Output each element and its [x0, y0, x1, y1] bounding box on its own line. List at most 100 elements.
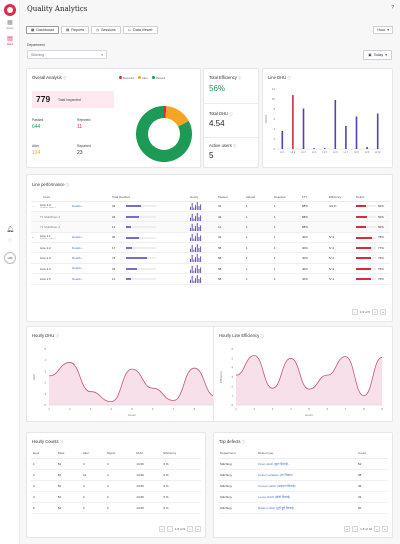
- sidebar-item-label: Maps: [6, 43, 14, 46]
- table-row[interactable]: − Line 1.0 Sawbow Gaps 1 Details › 42 41 1 1 88%…: [31, 201, 390, 212]
- next-page-button[interactable]: ›: [187, 526, 193, 532]
- details-link[interactable]: Details ›: [72, 245, 83, 250]
- chevron-down-icon: ▾: [101, 52, 103, 57]
- help-icon[interactable]: ?: [391, 5, 394, 11]
- tab-dashboard[interactable]: ▦ Dashboard: [26, 26, 59, 34]
- department-select[interactable]: Stitching ▾: [27, 50, 107, 59]
- info-icon: ⓘ: [238, 76, 242, 80]
- table-cell[interactable]: Colour variation (रंग भिन्नता): [256, 469, 356, 481]
- x-tick-label: Lit 8: [354, 151, 359, 154]
- next-page-button[interactable]: ›: [374, 526, 380, 532]
- table-row[interactable]: Line 1.4 Details › 32 58 1 1 40% 5/ 4 76%: [31, 263, 390, 275]
- last-page-button[interactable]: »: [382, 526, 388, 532]
- prev-page-button[interactable]: ‹: [351, 309, 358, 315]
- table-row[interactable]: Line 1.3 Details › 73 58 1 1 40% 5/ 4 76%: [31, 252, 390, 264]
- defect-cell: 50%: [355, 201, 390, 212]
- table-row[interactable]: Stitching Colour variation (रंग भिन्नता) 3…: [218, 469, 388, 481]
- total-inspected-label: Total Inspected: [58, 98, 81, 102]
- table-row[interactable]: T1 Mukhliner-1 34 42 1 1 88% 50%: [31, 211, 390, 223]
- table-row[interactable]: 5 54 4 4 13.66 0 %: [31, 502, 201, 514]
- table-row[interactable]: 3 54 4 4 13.66 0 %: [31, 480, 201, 492]
- first-page-button[interactable]: «: [158, 526, 165, 532]
- table-row[interactable]: Stitching Uneven stitch (असमान सिलाई) 36: [218, 480, 388, 492]
- details-link[interactable]: Details ›: [72, 266, 83, 271]
- prev-page-button[interactable]: ‹: [352, 526, 359, 532]
- table-row[interactable]: 1 54 4 4 13.66 0 %: [31, 458, 201, 470]
- sparkline-bar: [198, 206, 200, 211]
- table-row[interactable]: 2 54 14 4 13.66 0 %: [31, 469, 201, 481]
- total-checked-bar: [126, 278, 156, 281]
- table-row[interactable]: Stitching Broken stitch (टूटी हुई सिलाई) 2…: [218, 502, 388, 514]
- table-cell[interactable]: Loose stitch (ढीली सिलाई): [256, 491, 356, 503]
- hourly-sparkline: [190, 254, 202, 263]
- details-link[interactable]: Details ›: [72, 256, 83, 261]
- efficiency-cell: 5/ 4: [328, 242, 355, 254]
- info-icon: ⓘ: [55, 334, 59, 338]
- total-checked-cell: 12: [111, 221, 189, 233]
- table-row[interactable]: T1 Mukhliner-2 12 12 1 1 88% 50%: [31, 221, 390, 233]
- details-link[interactable]: Details ›: [72, 203, 83, 208]
- avatar[interactable]: HM: [4, 252, 16, 264]
- sparkline-bar: [193, 270, 195, 273]
- table-row[interactable]: Line 1.2 Details › 17 58 1 1 40% 5/ 4 77%: [31, 242, 390, 254]
- y-tick-label: 10: [272, 97, 276, 101]
- line-name: Line 1.5: [40, 277, 51, 282]
- x-tick-label: 1: [235, 407, 237, 411]
- table-row[interactable]: Line 1.5 Details › 14 58 1 1 40% 5/ 4 76%: [31, 273, 390, 285]
- prev-page-button[interactable]: ‹: [166, 526, 173, 532]
- rejected-cell: 1: [273, 201, 301, 212]
- table-row[interactable]: Stitching Open stitch (छूटा सिलाई) 52: [218, 458, 388, 470]
- total-inspected-box: 779 Total Inspected: [32, 91, 114, 108]
- table-cell: 3: [31, 480, 56, 492]
- details-link[interactable]: Details ›: [72, 276, 83, 281]
- sidebar-item-quality[interactable]: ▦ Daitity: [3, 20, 17, 30]
- table-row[interactable]: Stitching Loose stitch (ढीली सिलाई) 33: [218, 491, 388, 503]
- last-page-button[interactable]: »: [195, 526, 201, 532]
- total-checked-bar: [126, 246, 156, 249]
- ftt-cell: 40%: [301, 273, 328, 285]
- table-cell: 54: [55, 491, 81, 503]
- table-cell[interactable]: Broken stitch (टूटी हुई सिलाई): [256, 502, 356, 514]
- top-defects-card: Top defects ⓘ Department Defect type Count…: [213, 432, 393, 538]
- first-page-button[interactable]: «: [344, 526, 351, 532]
- card-title: Hourly Line Efficiency ⓘ: [219, 333, 264, 338]
- column-header: Passed: [217, 193, 245, 202]
- altered-cell: 1: [245, 211, 273, 223]
- x-tick-label: 8: [363, 407, 365, 411]
- x-tick-label: 7: [173, 407, 175, 411]
- rejected-cell: 1: [273, 263, 301, 275]
- altered-cell: 1: [245, 232, 273, 244]
- table-row[interactable]: 4 54 4 4 13.66 0 %: [31, 491, 201, 503]
- x-tick-label: Lit 2: [291, 151, 296, 154]
- tab-data-viewer[interactable]: ▭ Data Viewer: [122, 26, 158, 34]
- bell-icon[interactable]: 🔔︎: [6, 227, 14, 233]
- table-cell[interactable]: Uneven stitch (असमान सिलाई): [256, 480, 356, 492]
- expand-toggle-icon[interactable]: +: [32, 235, 34, 240]
- tab-reports[interactable]: ▤ Reports: [61, 26, 89, 34]
- last-page-button[interactable]: »: [380, 309, 386, 315]
- bar: [302, 108, 305, 149]
- altered-cell: 1: [245, 273, 273, 285]
- table-cell: 13.66: [134, 458, 162, 470]
- details-link[interactable]: Details ›: [72, 235, 83, 240]
- hour-filter[interactable]: Hour ▾: [373, 26, 393, 34]
- sparkline-bar: [198, 278, 200, 283]
- expand-toggle-icon[interactable]: −: [32, 203, 34, 208]
- sparkline-bar: [191, 265, 193, 273]
- altered-cell: 1: [245, 221, 273, 233]
- sparkline-bar: [191, 244, 193, 252]
- sparkline-bar: [196, 243, 198, 252]
- date-filter-button[interactable]: ▣ Today ▾: [363, 50, 392, 60]
- table-cell[interactable]: Open stitch (छूटा सिलाई): [256, 458, 356, 470]
- table-row[interactable]: + Line 1.1 Mukhtar Gaps 1 Details › 36 42 1 1 40…: [31, 232, 390, 244]
- tab-sessions[interactable]: ◷ Sessions: [91, 26, 121, 34]
- table-cell: 4: [80, 491, 105, 503]
- line-name: T1 Mukhliner-2: [40, 225, 61, 230]
- document-icon: ▤: [7, 36, 13, 42]
- next-page-button[interactable]: ›: [372, 309, 378, 315]
- alter-value: 124: [32, 150, 41, 156]
- sparkline-bar: [195, 215, 196, 221]
- overall-analysis-card: Overall Analysis ⓘ Rejected Alter Passed…: [26, 68, 201, 168]
- sidebar-item-maps[interactable]: ▤ Maps: [3, 36, 17, 46]
- support-icon[interactable]: ◌: [8, 238, 12, 244]
